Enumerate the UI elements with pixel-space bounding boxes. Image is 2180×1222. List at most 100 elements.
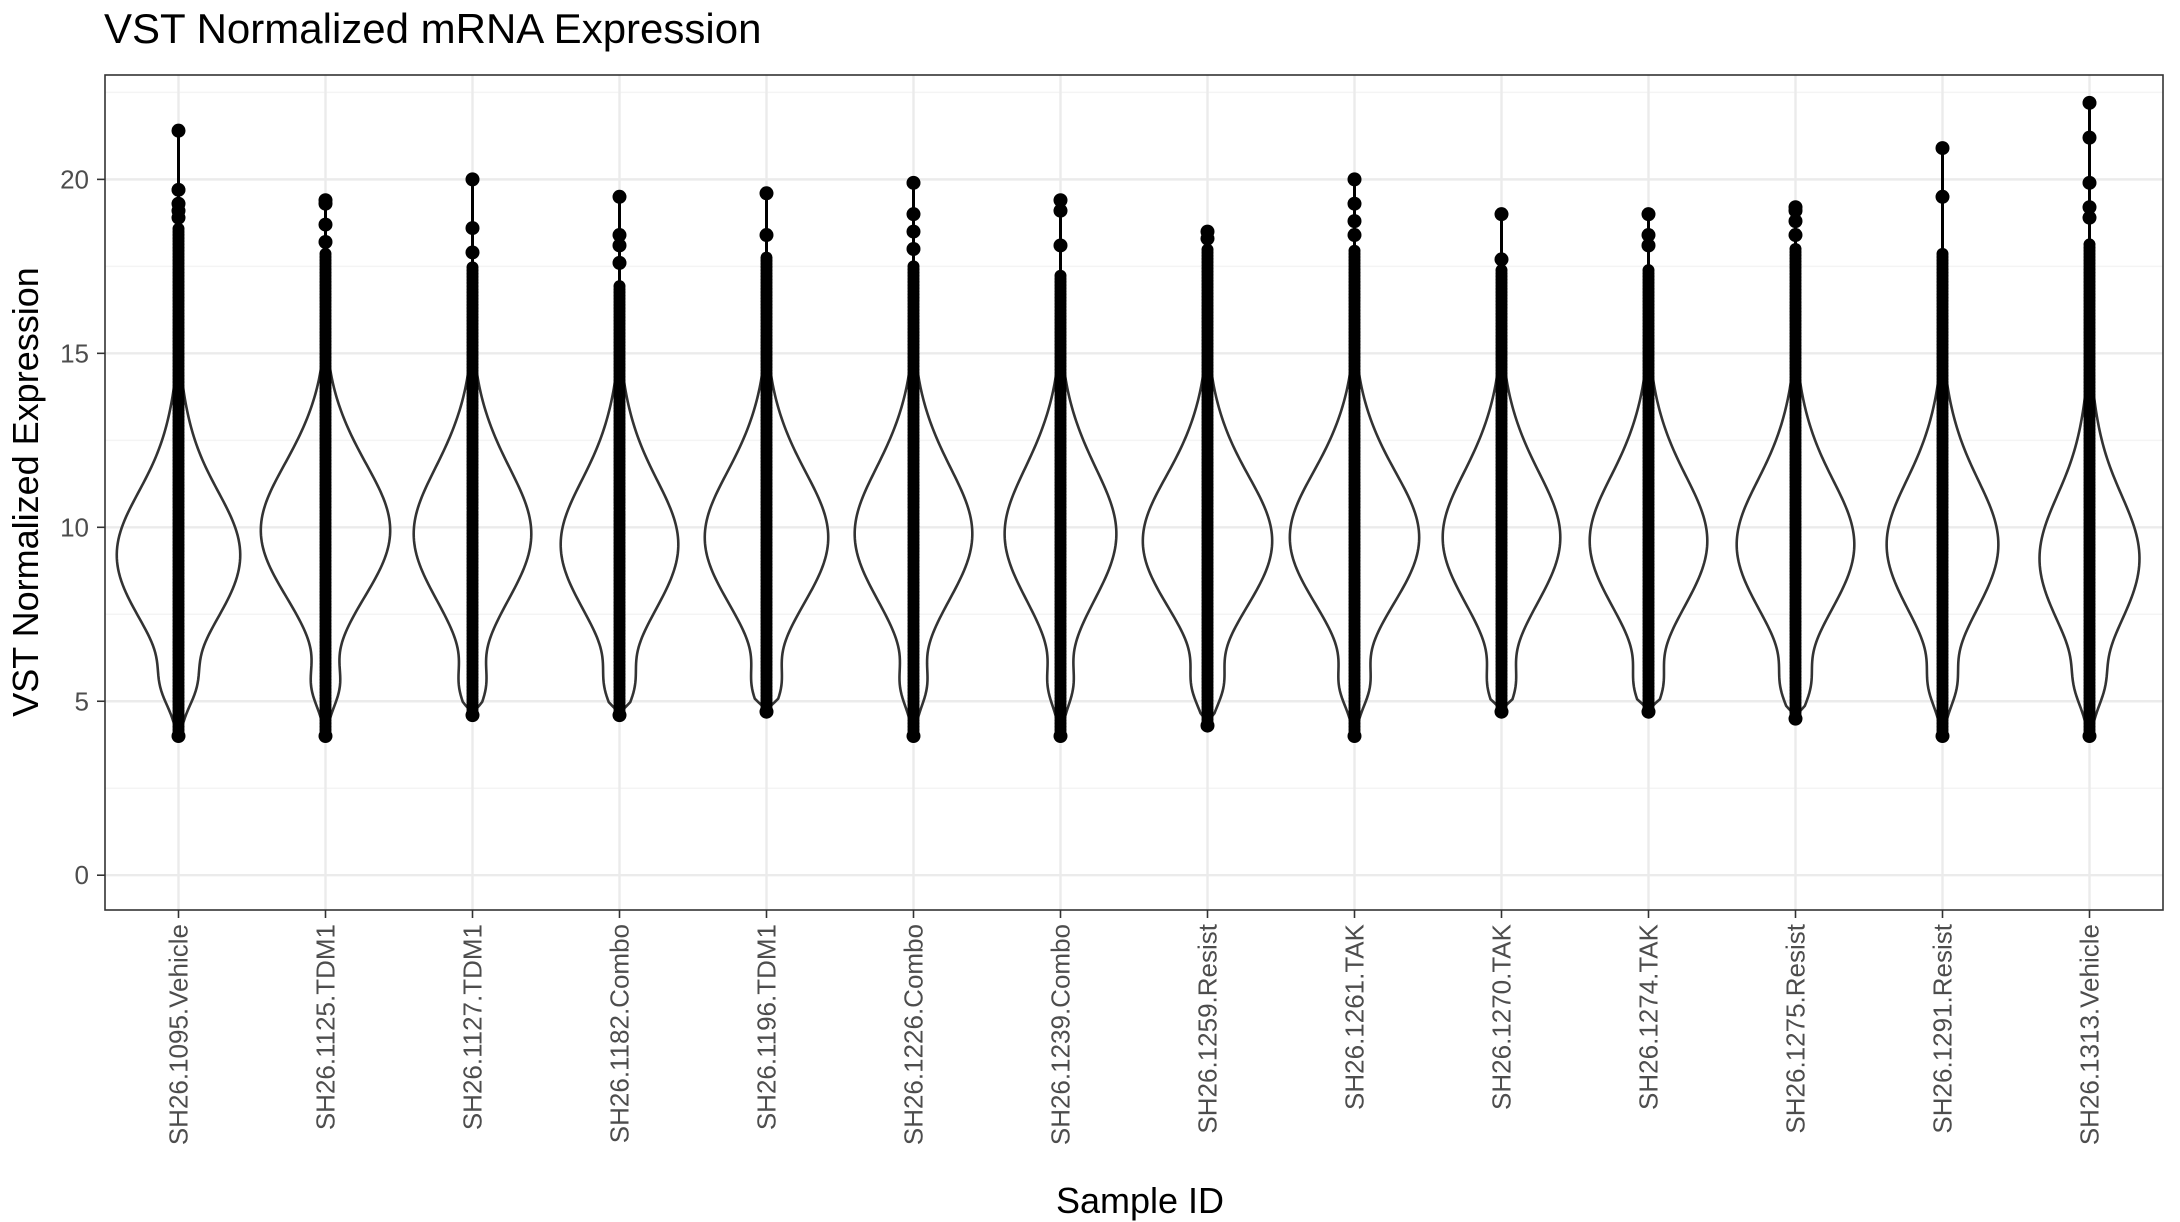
min-point	[612, 708, 627, 723]
points-SH26.1182.Combo	[612, 189, 627, 723]
points-SH26.1261.TAK	[1347, 172, 1362, 744]
outlier-point	[906, 224, 921, 239]
outlier-point	[1053, 203, 1068, 218]
min-point	[1347, 729, 1362, 744]
x-tick-label: SH26.1127.TDM1	[458, 924, 488, 1130]
violin-SH26.1291.Resist	[1885, 148, 2000, 737]
data-point	[1348, 244, 1361, 257]
outlier-point	[612, 228, 627, 243]
points-SH26.1095.Vehicle	[171, 123, 186, 744]
outlier-point	[906, 207, 921, 222]
points-SH26.1270.TAK	[1494, 207, 1509, 719]
outlier-point	[612, 189, 627, 204]
panel-background	[105, 75, 2163, 910]
x-tick-label: SH26.1125.TDM1	[311, 924, 341, 1130]
data-point	[319, 247, 332, 260]
x-tick-label: SH26.1261.TAK	[1340, 923, 1370, 1110]
min-point	[1494, 704, 1509, 719]
y-tick-label: 5	[75, 686, 89, 716]
y-axis: 0 5 10 15 20	[60, 164, 105, 890]
outlier-point	[1347, 228, 1362, 243]
min-point	[2082, 729, 2097, 744]
violin-SH26.1196.TDM1	[703, 193, 830, 715]
min-point	[906, 729, 921, 744]
outlier-point	[1788, 214, 1803, 229]
x-tick-label: SH26.1275.Resist	[1781, 923, 1811, 1133]
violin-SH26.1261.TAK	[1288, 179, 1421, 737]
outlier-point	[465, 245, 480, 260]
data-point	[2083, 238, 2096, 251]
outlier-point	[1788, 228, 1803, 243]
data-point	[760, 251, 773, 264]
min-point	[1641, 704, 1656, 719]
data-point	[1495, 264, 1508, 277]
outlier-point	[1641, 207, 1656, 222]
violin-SH26.1259.Resist	[1141, 231, 1274, 730]
min-point	[759, 704, 774, 719]
x-tick-label: SH26.1239.Combo	[1046, 924, 1076, 1145]
outlier-point	[1347, 196, 1362, 211]
data-point	[1642, 264, 1655, 277]
outlier-point	[1641, 238, 1656, 253]
points-SH26.1275.Resist	[1788, 200, 1803, 726]
x-axis-title: Sample ID	[1056, 1180, 1224, 1221]
min-point	[465, 708, 480, 723]
outlier-point	[612, 255, 627, 270]
outlier-point	[318, 217, 333, 232]
min-point	[318, 729, 333, 744]
outlier-point	[1347, 172, 1362, 187]
outlier-point	[906, 175, 921, 190]
points-SH26.1291.Resist	[1935, 141, 1950, 744]
x-tick-label: SH26.1274.TAK	[1634, 923, 1664, 1110]
violin-SH26.1275.Resist	[1735, 207, 1856, 722]
points-SH26.1196.TDM1	[759, 186, 774, 719]
outlier-point	[171, 123, 186, 138]
outlier-point	[2082, 210, 2097, 225]
data-point	[1054, 269, 1067, 282]
violins-layer	[115, 102, 2141, 737]
points-SH26.1226.Combo	[906, 175, 921, 744]
violin-SH26.1182.Combo	[559, 196, 680, 718]
violin-SH26.1274.TAK	[1588, 214, 1709, 715]
data-point	[1201, 243, 1214, 256]
points-SH26.1313.Vehicle	[2082, 95, 2097, 744]
chart-title: VST Normalized mRNA Expression	[104, 5, 761, 52]
outlier-point	[759, 228, 774, 243]
min-point	[171, 729, 186, 744]
x-tick-label: SH26.1270.TAK	[1487, 923, 1517, 1110]
x-tick-label: SH26.1182.Combo	[605, 924, 635, 1143]
outlier-point	[2082, 175, 2097, 190]
outlier-point	[2082, 95, 2097, 110]
outlier-point	[1347, 214, 1362, 229]
y-axis-title: VST Normalized Expression	[5, 267, 46, 717]
points-SH26.1125.TDM1	[318, 193, 333, 744]
outlier-point	[1494, 252, 1509, 267]
outlier-point	[1935, 189, 1950, 204]
x-tick-label: SH26.1196.TDM1	[752, 924, 782, 1130]
outlier-point	[1788, 203, 1803, 218]
violin-SH26.1270.TAK	[1441, 214, 1562, 715]
violin-SH26.1239.Combo	[1003, 200, 1118, 737]
violin-SH26.1313.Vehicle	[2038, 102, 2141, 737]
data-point	[907, 260, 920, 273]
outlier-point	[906, 241, 921, 256]
min-point	[1200, 718, 1215, 733]
panel-border	[104, 74, 2164, 911]
min-point	[1053, 729, 1068, 744]
outlier-point	[318, 235, 333, 249]
points-layer	[171, 95, 2097, 744]
outlier-point	[318, 196, 333, 211]
data-point	[1936, 247, 1949, 260]
x-tick-label: SH26.1226.Combo	[899, 924, 929, 1145]
outlier-point	[465, 172, 480, 187]
outlier-point	[612, 238, 627, 253]
x-tick-label: SH26.1291.Resist	[1928, 923, 1958, 1133]
outlier-point	[465, 221, 480, 236]
x-tick-label: SH26.1259.Resist	[1193, 923, 1223, 1133]
data-point	[466, 261, 479, 274]
y-tick-label: 0	[75, 860, 89, 890]
outlier-point	[1053, 238, 1068, 253]
points-SH26.1239.Combo	[1053, 193, 1068, 744]
outlier-point	[1641, 228, 1656, 243]
